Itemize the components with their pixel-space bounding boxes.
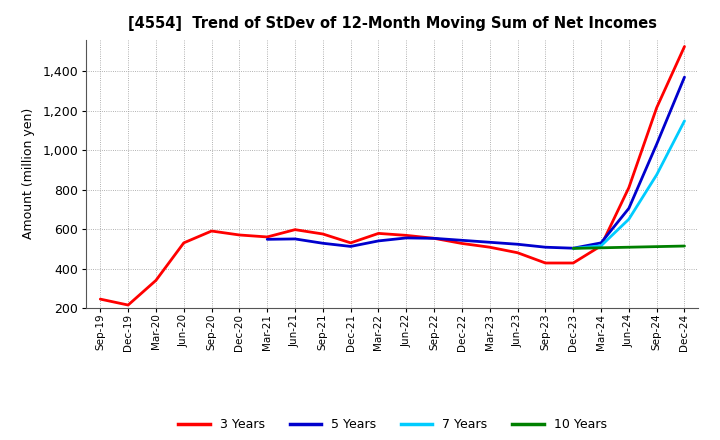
Legend: 3 Years, 5 Years, 7 Years, 10 Years: 3 Years, 5 Years, 7 Years, 10 Years <box>174 413 611 436</box>
Y-axis label: Amount (million yen): Amount (million yen) <box>22 108 35 239</box>
Title: [4554]  Trend of StDev of 12-Month Moving Sum of Net Incomes: [4554] Trend of StDev of 12-Month Moving… <box>128 16 657 32</box>
